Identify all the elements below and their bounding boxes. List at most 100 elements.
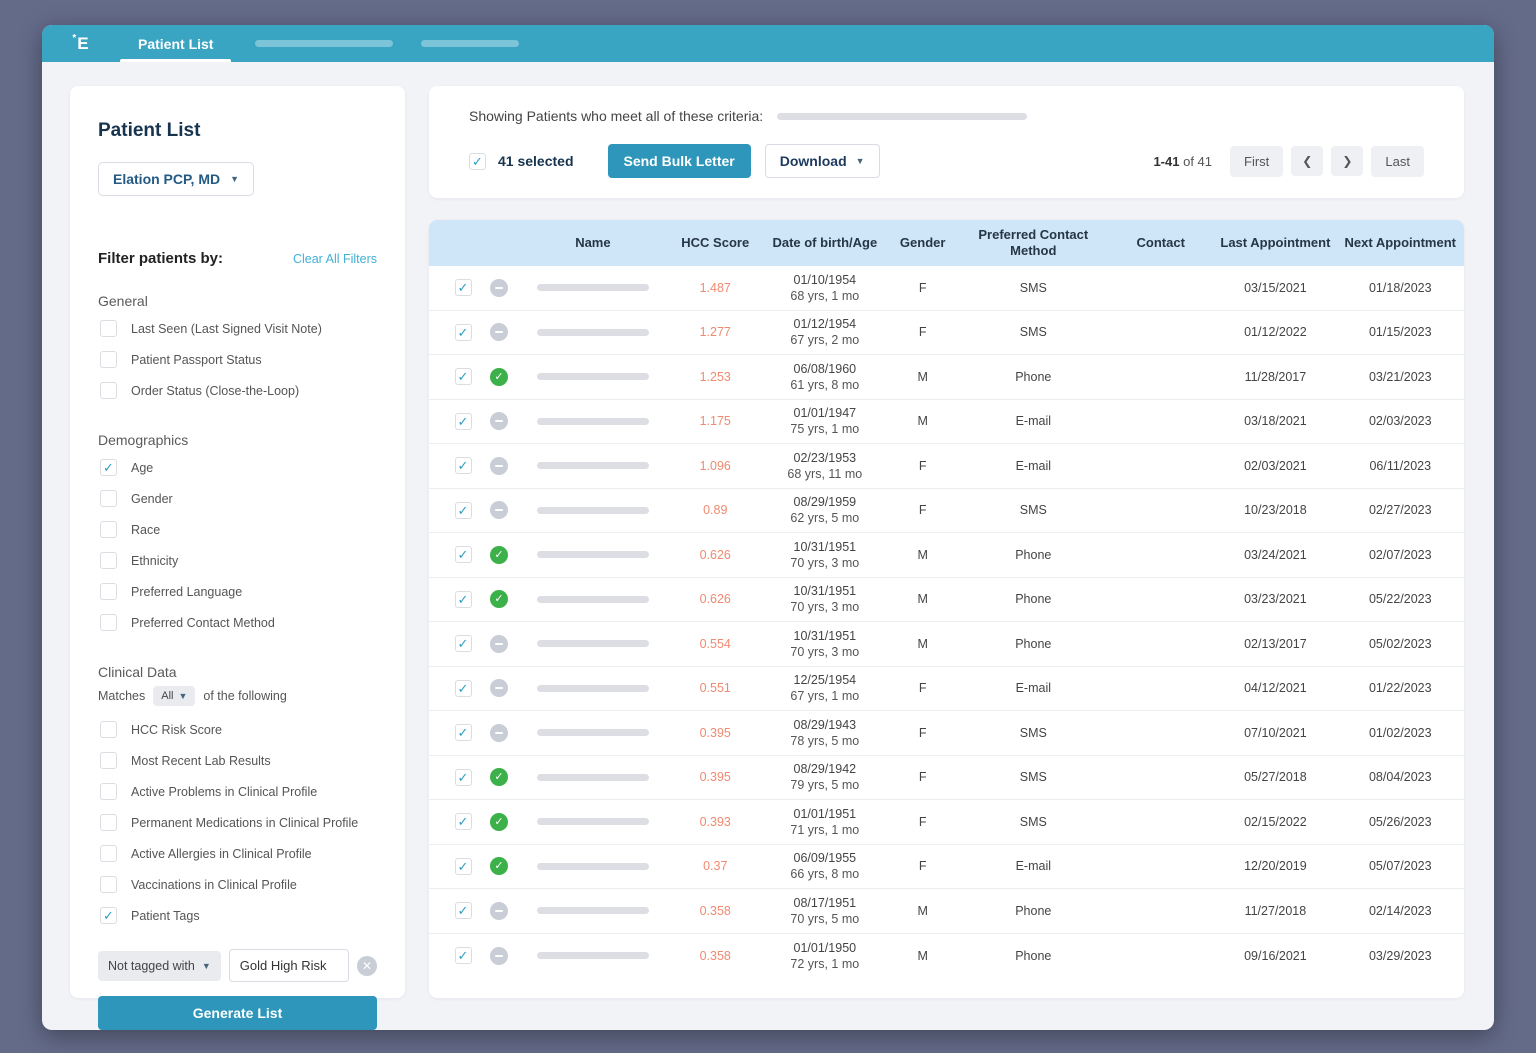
- unchecked-checkbox[interactable]: ✓: [100, 382, 117, 399]
- unchecked-checkbox[interactable]: ✓: [100, 351, 117, 368]
- dob-value: 01/01/1950: [793, 940, 857, 955]
- checked-checkbox[interactable]: ✓: [100, 907, 117, 924]
- dob-value: 08/29/1943: [793, 717, 857, 732]
- unchecked-checkbox[interactable]: ✓: [100, 845, 117, 862]
- filter-checkbox-last-seen-last-signed-visit-note[interactable]: ✓ Last Seen (Last Signed Visit Note): [98, 313, 377, 344]
- age-value: 61 yrs, 8 mo: [790, 377, 860, 392]
- row-checkbox[interactable]: ✓: [454, 279, 472, 297]
- filter-sections: General ✓ Last Seen (Last Signed Visit Not…: [98, 267, 377, 931]
- dob-value: 06/09/1955: [793, 851, 857, 865]
- row-checkbox[interactable]: ✓: [454, 724, 472, 742]
- row-checkbox[interactable]: ✓: [454, 679, 472, 697]
- name-placeholder: [536, 729, 649, 737]
- row-checkbox[interactable]: ✓: [454, 947, 472, 965]
- row-checkbox[interactable]: ✓: [454, 501, 472, 519]
- row-contact-cell: [1107, 462, 1214, 470]
- row-select-cell: ✓: [429, 453, 479, 478]
- table-row: ✓ 1.096 02/23/1953 68 yrs, 11 mo F E-mail 02/0…: [429, 444, 1464, 489]
- filter-checkbox-permanent-medications-in-clinical-profile[interactable]: ✓ Permanent Medications in Clinical Profi…: [98, 807, 377, 838]
- unchecked-checkbox[interactable]: ✓: [100, 552, 117, 569]
- col-header-contact: Contact: [1136, 234, 1185, 250]
- filter-checkbox-preferred-contact-method[interactable]: ✓ Preferred Contact Method: [98, 607, 377, 638]
- tag-operator-dropdown[interactable]: Not tagged with ▼: [98, 950, 221, 981]
- row-hcc-score: 0.551: [699, 681, 731, 696]
- chevron-down-icon: ▼: [230, 174, 240, 184]
- row-checkbox[interactable]: ✓: [454, 412, 472, 430]
- row-checkbox[interactable]: ✓: [454, 457, 472, 475]
- row-checkbox[interactable]: ✓: [454, 768, 472, 786]
- row-checkbox[interactable]: ✓: [454, 546, 472, 564]
- check-icon: ✓: [457, 948, 469, 964]
- row-checkbox[interactable]: ✓: [454, 368, 472, 386]
- pagination-next-button[interactable]: ❯: [1331, 146, 1364, 176]
- row-checkbox[interactable]: ✓: [454, 635, 472, 653]
- filter-checkbox-vaccinations-in-clinical-profile[interactable]: ✓ Vaccinations in Clinical Profile: [98, 869, 377, 900]
- row-hcc-score: 0.358: [699, 903, 731, 918]
- verified-status-icon: ✓: [490, 857, 508, 876]
- row-checkbox[interactable]: ✓: [454, 857, 472, 875]
- filter-checkbox-label: Last Seen (Last Signed Visit Note): [131, 321, 322, 336]
- checked-checkbox[interactable]: ✓: [100, 459, 117, 476]
- tab-placeholder-2[interactable]: [421, 40, 520, 47]
- row-checkbox[interactable]: ✓: [454, 902, 472, 920]
- filter-checkbox-patient-passport-status[interactable]: ✓ Patient Passport Status: [98, 344, 377, 375]
- row-gender: M: [917, 547, 928, 562]
- unchecked-checkbox[interactable]: ✓: [100, 320, 117, 337]
- pagination-prev-button[interactable]: ❮: [1291, 146, 1324, 176]
- no-status-icon: [490, 456, 508, 475]
- filter-checkbox-most-recent-lab-results[interactable]: ✓ Most Recent Lab Results: [98, 745, 377, 776]
- unchecked-checkbox[interactable]: ✓: [100, 721, 117, 738]
- generate-list-button[interactable]: Generate List: [98, 996, 377, 1030]
- filter-checkbox-active-allergies-in-clinical-profile[interactable]: ✓ Active Allergies in Clinical Profile: [98, 838, 377, 869]
- filter-checkbox-preferred-language[interactable]: ✓ Preferred Language: [98, 576, 377, 607]
- filter-checkbox-label: Patient Tags: [131, 908, 200, 923]
- filter-checkbox-label: Order Status (Close-the-Loop): [131, 383, 300, 398]
- unchecked-checkbox[interactable]: ✓: [100, 876, 117, 893]
- row-checkbox[interactable]: ✓: [454, 323, 472, 341]
- row-select-cell: ✓: [429, 898, 479, 923]
- provider-dropdown[interactable]: Elation PCP, MD ▼: [98, 162, 255, 196]
- row-preferred-contact-method: Phone: [1015, 903, 1052, 918]
- unchecked-checkbox[interactable]: ✓: [100, 614, 117, 631]
- filter-checkbox-order-status-close-the-loop[interactable]: ✓ Order Status (Close-the-Loop): [98, 375, 377, 406]
- no-status-icon: [490, 501, 508, 520]
- dob-value: 10/31/1951: [793, 539, 857, 554]
- remove-tag-icon[interactable]: ✕: [357, 955, 377, 976]
- filter-checkbox-ethnicity[interactable]: ✓ Ethnicity: [98, 545, 377, 576]
- filter-checkbox-active-problems-in-clinical-profile[interactable]: ✓ Active Problems in Clinical Profile: [98, 776, 377, 807]
- filter-checkbox-patient-tags[interactable]: ✓ Patient Tags: [98, 900, 377, 931]
- select-all-checkbox[interactable]: ✓: [469, 152, 486, 170]
- row-gender: F: [918, 503, 927, 518]
- filter-checkbox-hcc-risk-score[interactable]: ✓ HCC Risk Score: [98, 714, 377, 745]
- row-select-cell: ✓: [429, 364, 479, 389]
- row-next-appointment: 05/02/2023: [1368, 636, 1432, 651]
- clear-all-filters-link[interactable]: Clear All Filters: [292, 251, 377, 266]
- filter-checkbox-race[interactable]: ✓ Race: [98, 514, 377, 545]
- table-row: ✓ 1.487 01/10/1954 68 yrs, 1 mo F SMS 03/15/20…: [429, 266, 1464, 311]
- col-header-name: Name: [575, 234, 611, 250]
- download-button[interactable]: Download ▼: [764, 144, 880, 178]
- pagination-first-button[interactable]: First: [1230, 145, 1284, 177]
- no-status-icon: [490, 278, 508, 297]
- unchecked-checkbox[interactable]: ✓: [100, 490, 117, 507]
- row-checkbox[interactable]: ✓: [454, 590, 472, 608]
- matches-dropdown[interactable]: All ▼: [153, 686, 196, 706]
- row-contact-cell: [1107, 729, 1214, 737]
- tab-patient-list[interactable]: Patient List: [120, 25, 232, 62]
- filter-checkbox-gender[interactable]: ✓ Gender: [98, 483, 377, 514]
- unchecked-checkbox[interactable]: ✓: [100, 814, 117, 831]
- filter-checkbox-age[interactable]: ✓ Age: [98, 452, 377, 483]
- unchecked-checkbox[interactable]: ✓: [100, 583, 117, 600]
- unchecked-checkbox[interactable]: ✓: [100, 752, 117, 769]
- row-checkbox[interactable]: ✓: [454, 813, 472, 831]
- tag-value-input[interactable]: [228, 949, 349, 982]
- unchecked-checkbox[interactable]: ✓: [100, 783, 117, 800]
- tab-placeholder-1[interactable]: [255, 40, 394, 47]
- send-bulk-letter-button[interactable]: Send Bulk Letter: [607, 144, 751, 178]
- name-placeholder: [536, 952, 649, 960]
- unchecked-checkbox[interactable]: ✓: [100, 521, 117, 538]
- row-select-cell: ✓: [429, 542, 479, 567]
- row-select-cell: ✓: [429, 587, 479, 612]
- row-name-cell: [519, 503, 667, 518]
- pagination-last-button[interactable]: Last: [1371, 145, 1424, 177]
